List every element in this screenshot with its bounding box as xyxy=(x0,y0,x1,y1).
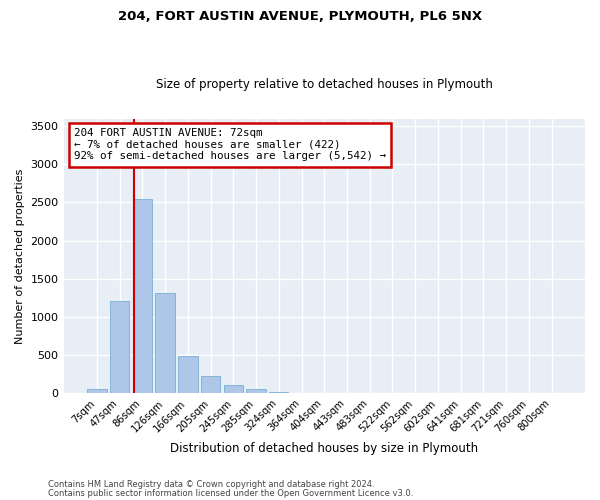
Bar xyxy=(133,198,152,393)
Y-axis label: Number of detached properties: Number of detached properties xyxy=(15,168,25,344)
Text: 204, FORT AUSTIN AVENUE, PLYMOUTH, PL6 5NX: 204, FORT AUSTIN AVENUE, PLYMOUTH, PL6 5… xyxy=(118,10,482,23)
Bar xyxy=(224,385,243,393)
Bar xyxy=(87,390,107,393)
Text: 204 FORT AUSTIN AVENUE: 72sqm
← 7% of detached houses are smaller (422)
92% of s: 204 FORT AUSTIN AVENUE: 72sqm ← 7% of de… xyxy=(74,128,386,162)
Title: Size of property relative to detached houses in Plymouth: Size of property relative to detached ho… xyxy=(156,78,493,91)
Text: Contains public sector information licensed under the Open Government Licence v3: Contains public sector information licen… xyxy=(48,488,413,498)
Bar xyxy=(247,390,266,393)
X-axis label: Distribution of detached houses by size in Plymouth: Distribution of detached houses by size … xyxy=(170,442,478,455)
Bar xyxy=(269,392,289,393)
Bar xyxy=(201,376,220,393)
Bar xyxy=(155,294,175,393)
Bar xyxy=(110,301,130,393)
Text: Contains HM Land Registry data © Crown copyright and database right 2024.: Contains HM Land Registry data © Crown c… xyxy=(48,480,374,489)
Bar xyxy=(178,356,197,393)
